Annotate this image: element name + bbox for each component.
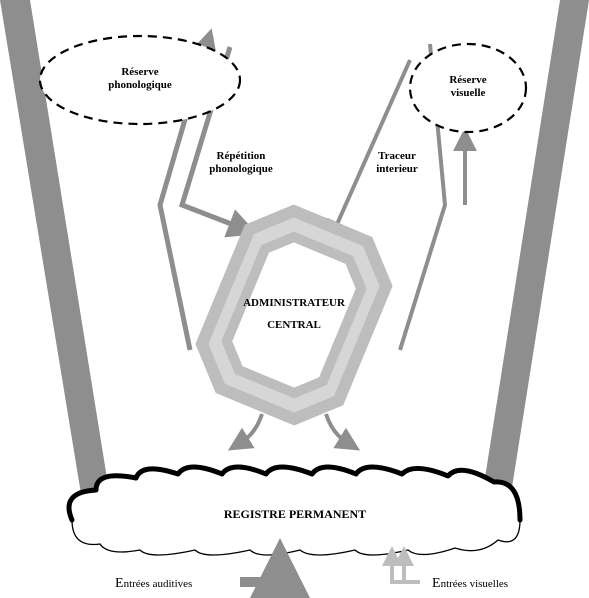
repetition-line1: Répétition [217,150,266,162]
central-admin-line1: ADMINISTRATEUR [243,297,345,309]
visual-reserve-label: Réserve visuelle [430,74,506,99]
central-admin-label: ADMINISTRATEUR CENTRAL [224,292,364,336]
input-visual-arrow [392,550,420,582]
phonological-reserve-line2: phonologique [108,79,172,91]
visual-input-label: Entrées visuelles [432,574,552,592]
tracer-line2: interieur [376,163,418,175]
repetition-line2: phonologique [209,163,273,175]
auditory-rest: ntrées auditives [124,578,193,590]
diagram-stage: Réserve phonologique Réserve visuelle Ré… [0,0,589,598]
auditory-first: E [115,576,124,591]
visual-reserve-line2: visuelle [451,87,486,99]
permanent-register-label: REGISTRE PERMANENT [190,508,400,522]
phonological-reserve-line1: Réserve [121,66,158,78]
permanent-register-text: REGISTRE PERMANENT [224,507,366,521]
tracer-line1: Traceur [378,150,416,162]
tracer-label: Traceur interieur [362,150,432,175]
central-admin-line2: CENTRAL [267,319,321,331]
visual-rest: ntrées visuelles [441,578,509,590]
visual-reserve-line1: Réserve [449,74,486,86]
auditory-input-label: Entrées auditives [115,574,235,592]
visual-first: E [432,576,441,591]
repetition-label: Répétition phonologique [196,150,286,175]
phonological-reserve-label: Réserve phonologique [90,66,190,91]
